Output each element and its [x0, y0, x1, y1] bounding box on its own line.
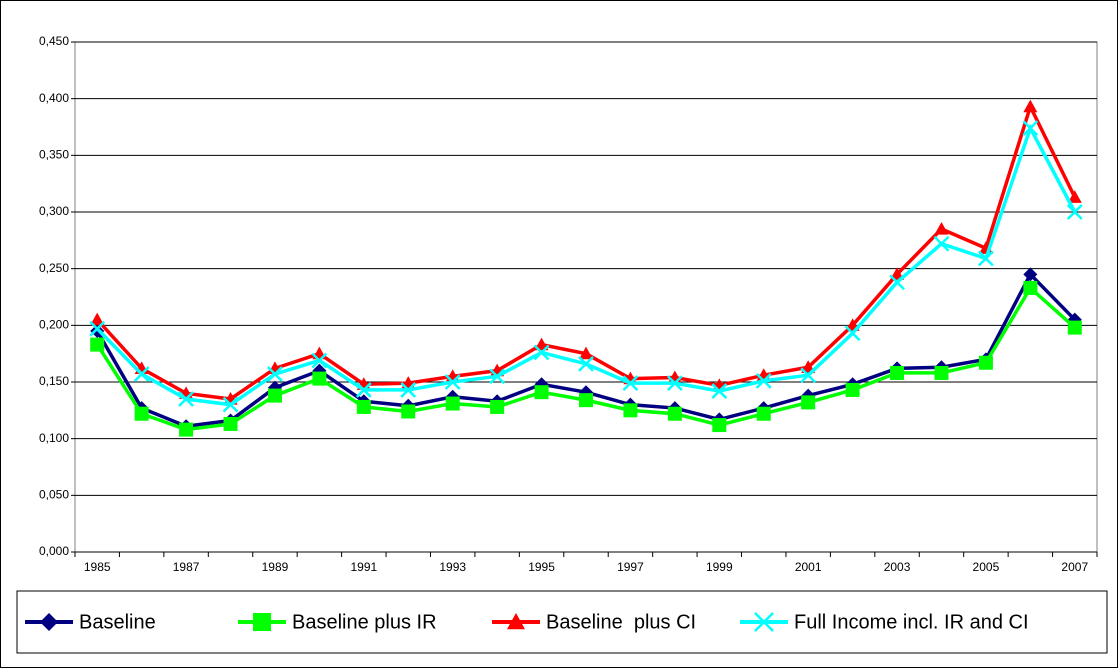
plot-area — [74, 41, 1098, 553]
marker — [223, 416, 238, 431]
marker — [934, 365, 949, 380]
marker — [178, 391, 194, 407]
x-tick-label: 1987 — [173, 560, 200, 574]
marker — [355, 382, 372, 398]
x-tick-label: 1991 — [350, 560, 377, 574]
x-tick-label: 1989 — [262, 560, 289, 574]
x-tick-label: 1993 — [439, 560, 466, 574]
legend-label: Full Income incl. IR and CI — [794, 611, 1029, 633]
marker — [400, 382, 417, 398]
legend-label: Baseline — [79, 611, 156, 633]
marker — [890, 365, 905, 380]
marker — [267, 388, 282, 403]
marker — [133, 366, 150, 382]
marker — [666, 375, 683, 392]
marker — [356, 399, 371, 414]
y-tick-label: 0,100 — [39, 431, 69, 445]
marker — [844, 325, 861, 342]
marker — [667, 406, 682, 421]
marker — [489, 368, 506, 385]
legend-label: Baseline plus CI — [546, 611, 696, 633]
marker — [579, 346, 593, 360]
marker — [534, 385, 549, 400]
marker — [267, 366, 283, 382]
y-tick-label: 0,350 — [39, 148, 69, 162]
marker — [534, 337, 549, 351]
marker — [134, 406, 149, 421]
marker — [623, 403, 638, 418]
x-tick-label: 1995 — [528, 560, 555, 574]
x-tick-label: 1997 — [617, 560, 644, 574]
marker — [754, 612, 774, 632]
marker — [890, 267, 905, 280]
y-tick-label: 0,400 — [39, 91, 69, 105]
marker — [507, 613, 525, 630]
legend-box — [16, 590, 1108, 654]
marker — [90, 312, 105, 326]
marker — [1023, 99, 1038, 113]
x-tick-label: 1999 — [706, 560, 733, 574]
marker — [311, 352, 328, 369]
marker — [755, 372, 772, 389]
x-tick-label: 2007 — [1061, 560, 1088, 574]
marker — [756, 406, 771, 421]
marker — [933, 235, 950, 252]
marker — [253, 613, 271, 631]
marker — [801, 395, 816, 410]
marker — [800, 367, 817, 384]
marker — [712, 418, 727, 433]
marker — [845, 382, 860, 397]
marker — [312, 371, 327, 386]
y-tick-label: 0,200 — [39, 318, 69, 332]
y-tick-label: 0,250 — [39, 261, 69, 275]
marker — [1023, 280, 1038, 295]
y-tick-label: 0,000 — [39, 544, 69, 558]
marker — [89, 320, 106, 337]
marker — [401, 404, 416, 419]
marker — [711, 383, 728, 399]
marker — [445, 396, 460, 411]
marker — [934, 222, 949, 235]
marker — [222, 396, 239, 413]
y-tick-label: 0,050 — [39, 488, 69, 502]
marker — [978, 250, 994, 267]
marker — [579, 393, 593, 408]
marker — [578, 355, 594, 372]
marker — [533, 344, 550, 361]
marker — [490, 399, 505, 414]
marker — [978, 355, 993, 370]
x-tick-label: 2001 — [795, 560, 822, 574]
marker — [179, 422, 194, 437]
marker — [1023, 267, 1038, 282]
legend-label: Baseline plus IR — [292, 611, 437, 633]
marker — [1067, 190, 1082, 203]
marker — [1067, 320, 1082, 335]
y-tick-label: 0,150 — [39, 374, 69, 388]
x-tick-label: 1985 — [84, 560, 111, 574]
marker — [40, 613, 58, 631]
marker — [90, 337, 105, 352]
marker — [1022, 120, 1039, 137]
marker — [1066, 204, 1083, 220]
y-tick-label: 0,300 — [39, 204, 69, 218]
x-tick-label: 2005 — [973, 560, 1000, 574]
x-tick-label: 2003 — [884, 560, 911, 574]
y-tick-label: 0,450 — [39, 34, 69, 48]
marker — [622, 375, 639, 392]
marker — [444, 374, 461, 390]
marker — [889, 274, 905, 291]
